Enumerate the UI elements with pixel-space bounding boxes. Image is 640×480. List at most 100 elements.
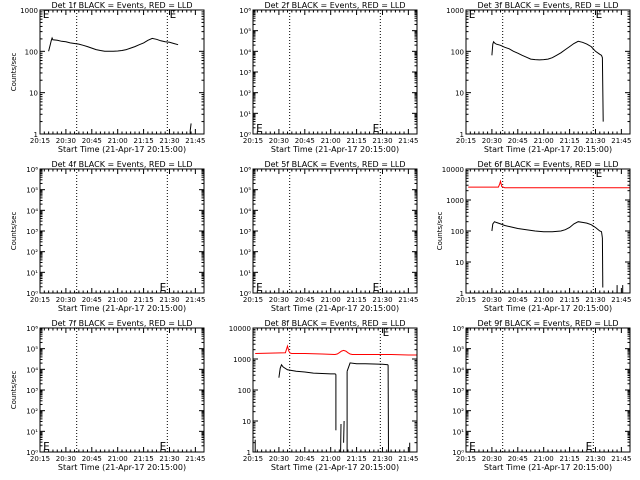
y-tick-label: 10⁵: [452, 346, 464, 354]
y-tick-label: 10000: [229, 325, 251, 333]
y-tick-label: 10⁶: [26, 325, 38, 333]
panel-title: Det 2f BLACK = Events, RED = LLD: [264, 1, 405, 10]
x-axis-label: Start Time (21-Apr-17 20:15:00): [484, 145, 612, 154]
x-axis-label: Start Time (21-Apr-17 20:15:00): [484, 463, 612, 472]
y-tick-label: 10⁰: [239, 131, 251, 139]
panel-title: Det 3f BLACK = Events, RED = LLD: [477, 1, 618, 10]
e-marker: E: [160, 281, 167, 294]
x-tick-label: 21:15: [559, 455, 579, 463]
y-tick-label: 10⁰: [239, 290, 251, 298]
plot-frame: [465, 9, 631, 135]
x-tick-label: 20:15: [30, 137, 50, 145]
x-tick-label: 21:15: [346, 296, 366, 304]
y-tick-label: 100: [25, 48, 38, 56]
plot-frame: [39, 9, 205, 135]
e-marker: E: [170, 8, 177, 21]
x-axis-label: Start Time (21-Apr-17 20:15:00): [58, 145, 186, 154]
x-tick-label: 21:30: [372, 455, 392, 463]
x-tick-label: 20:15: [30, 455, 50, 463]
y-tick-label: 10³: [26, 228, 38, 236]
x-tick-label: 21:00: [108, 137, 128, 145]
x-tick-label: 20:30: [56, 296, 76, 304]
x-tick-label: 20:30: [482, 296, 502, 304]
x-axis-label: Start Time (21-Apr-17 20:15:00): [271, 463, 399, 472]
x-tick-label: 21:30: [159, 137, 179, 145]
e-marker: E: [256, 122, 263, 135]
y-tick-label: 10⁵: [239, 187, 251, 195]
events-series-line: [189, 123, 192, 134]
x-tick-label: 21:45: [185, 137, 205, 145]
e-marker: E: [43, 8, 50, 21]
e-marker: E: [383, 326, 390, 339]
detector-panel: Det 2f BLACK = Events, RED = LLD E E 10⁰ 10¹…: [239, 1, 418, 154]
x-tick-label: 21:00: [534, 296, 554, 304]
x-tick-label: 21:45: [398, 296, 418, 304]
x-axis-label: Start Time (21-Apr-17 20:15:00): [271, 145, 399, 154]
y-tick-label: 10¹: [452, 428, 464, 436]
x-tick-label: 21:30: [585, 455, 605, 463]
events-series-line: [278, 363, 337, 378]
detector-panel: Det 4f BLACK = Events, RED = LLD E 10⁰ 10¹ 1…: [10, 160, 205, 313]
y-tick-label: 10: [455, 259, 464, 267]
x-tick-label: 20:45: [295, 455, 315, 463]
e-marker: E: [469, 440, 476, 453]
x-tick-label: 20:30: [269, 296, 289, 304]
y-tick-label: 10⁴: [452, 366, 464, 374]
x-tick-label: 21:30: [159, 455, 179, 463]
x-tick-label: 20:15: [243, 296, 263, 304]
x-tick-label: 21:00: [108, 296, 128, 304]
x-tick-label: 20:30: [482, 137, 502, 145]
x-tick-label: 21:45: [611, 296, 631, 304]
y-tick-label: 10⁴: [26, 207, 38, 215]
x-tick-label: 21:15: [133, 296, 153, 304]
lld-series-line: [255, 344, 417, 356]
panel-title: Det 6f BLACK = Events, RED = LLD: [477, 160, 618, 169]
events-series-line: [346, 362, 389, 372]
detector-panel: Det 7f BLACK = Events, RED = LLD E E 10⁰ 10¹…: [10, 319, 205, 472]
y-tick-label: 10²: [26, 408, 38, 416]
y-tick-label: 100: [238, 387, 251, 395]
y-tick-label: 10⁶: [26, 166, 38, 174]
e-marker: E: [596, 8, 603, 21]
y-tick-label: 10⁵: [26, 187, 38, 195]
events-series-line: [491, 221, 603, 238]
x-tick-label: 21:00: [321, 296, 341, 304]
plot-frame: [465, 327, 631, 453]
y-tick-label: 1: [460, 290, 464, 298]
x-tick-label: 21:00: [534, 455, 554, 463]
panel-title: Det 8f BLACK = Events, RED = LLD: [264, 319, 405, 328]
y-tick-label: 100: [451, 228, 464, 236]
x-tick-label: 20:15: [30, 296, 50, 304]
x-tick-label: 20:45: [82, 296, 102, 304]
y-tick-label: 10⁰: [26, 449, 38, 457]
y-tick-label: 10⁵: [239, 28, 251, 36]
x-tick-label: 21:15: [133, 137, 153, 145]
x-tick-label: 20:15: [456, 455, 476, 463]
y-tick-label: 1000: [446, 197, 464, 205]
x-tick-label: 21:45: [185, 455, 205, 463]
x-axis-label: Start Time (21-Apr-17 20:15:00): [271, 304, 399, 313]
e-marker: E: [160, 440, 167, 453]
y-tick-label: 10¹: [26, 269, 38, 277]
y-tick-label: 10²: [239, 90, 251, 98]
x-tick-label: 20:30: [56, 137, 76, 145]
y-tick-label: 10⁶: [239, 7, 251, 15]
y-tick-label: 10³: [452, 387, 464, 395]
panel-title: Det 9f BLACK = Events, RED = LLD: [477, 319, 618, 328]
detector-panel: Det 5f BLACK = Events, RED = LLD E E 10⁰ 10¹…: [239, 160, 418, 313]
y-tick-label: 10³: [26, 387, 38, 395]
detector-panel: Det 9f BLACK = Events, RED = LLD E E 10⁰ 10¹…: [452, 319, 631, 472]
y-tick-label: 10³: [239, 69, 251, 77]
x-tick-label: 21:30: [372, 137, 392, 145]
y-axis-label: Counts/sec: [10, 53, 18, 92]
x-tick-label: 20:30: [56, 455, 76, 463]
x-tick-label: 21:30: [585, 137, 605, 145]
x-tick-label: 21:00: [321, 137, 341, 145]
y-tick-label: 10000: [442, 166, 464, 174]
y-tick-label: 10⁵: [26, 346, 38, 354]
x-tick-label: 20:45: [295, 296, 315, 304]
y-tick-label: 10²: [239, 249, 251, 257]
